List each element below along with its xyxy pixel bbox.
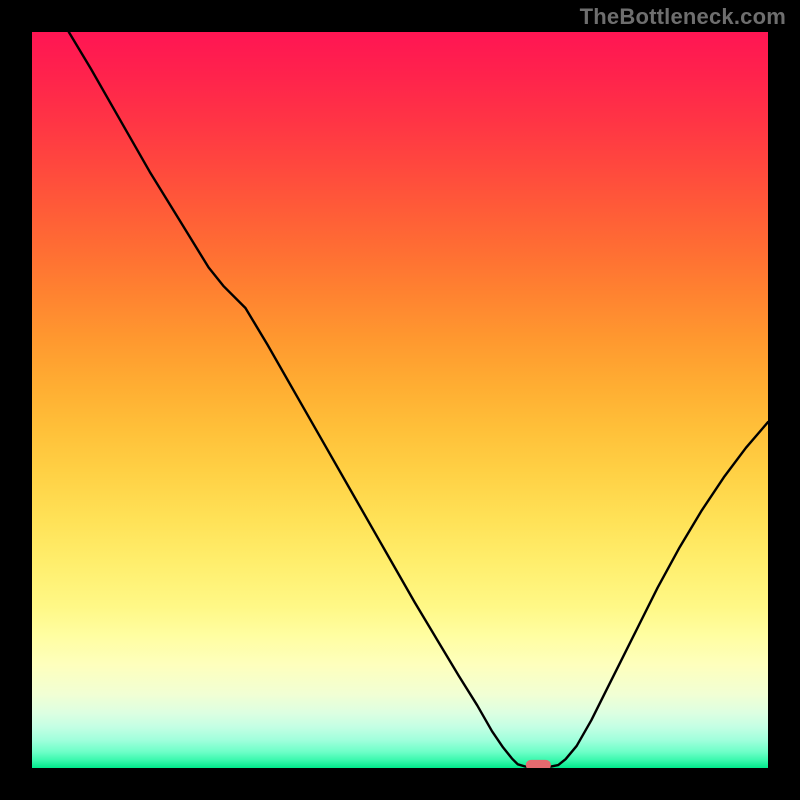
bottleneck-chart: TheBottleneck.com <box>0 0 800 800</box>
watermark-text: TheBottleneck.com <box>580 4 786 30</box>
chart-background <box>32 32 768 768</box>
chart-svg <box>0 0 800 800</box>
